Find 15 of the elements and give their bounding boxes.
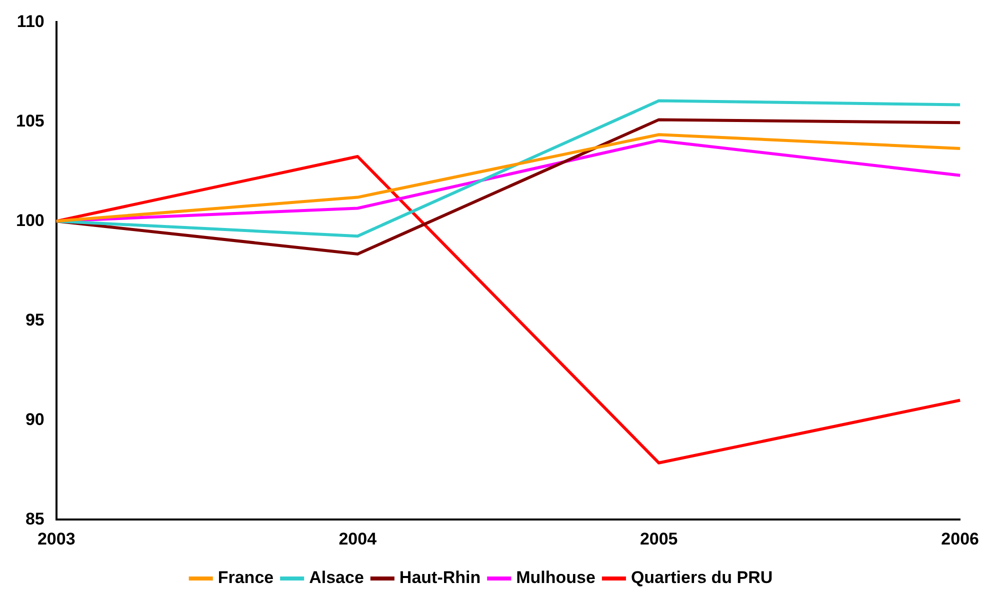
y-tick-label: 85 — [25, 509, 44, 528]
x-tick-label: 2006 — [941, 529, 980, 548]
legend-label: Alsace — [309, 568, 364, 588]
x-tick-label: 2004 — [338, 529, 378, 548]
y-tick-label: 95 — [25, 310, 44, 330]
legend-label: Quartiers du PRU — [630, 568, 773, 588]
legend-label: Mulhouse — [516, 568, 596, 588]
x-tick-label: 2005 — [640, 529, 678, 548]
x-tick-label: 2003 — [37, 529, 76, 548]
legend-label: France — [218, 568, 274, 588]
y-tick-label: 105 — [16, 111, 44, 130]
legend-label: Haut-Rhin — [399, 568, 481, 588]
y-tick-label: 110 — [16, 12, 44, 31]
y-tick-label: 100 — [16, 210, 44, 230]
y-tick-label: 90 — [25, 410, 44, 429]
